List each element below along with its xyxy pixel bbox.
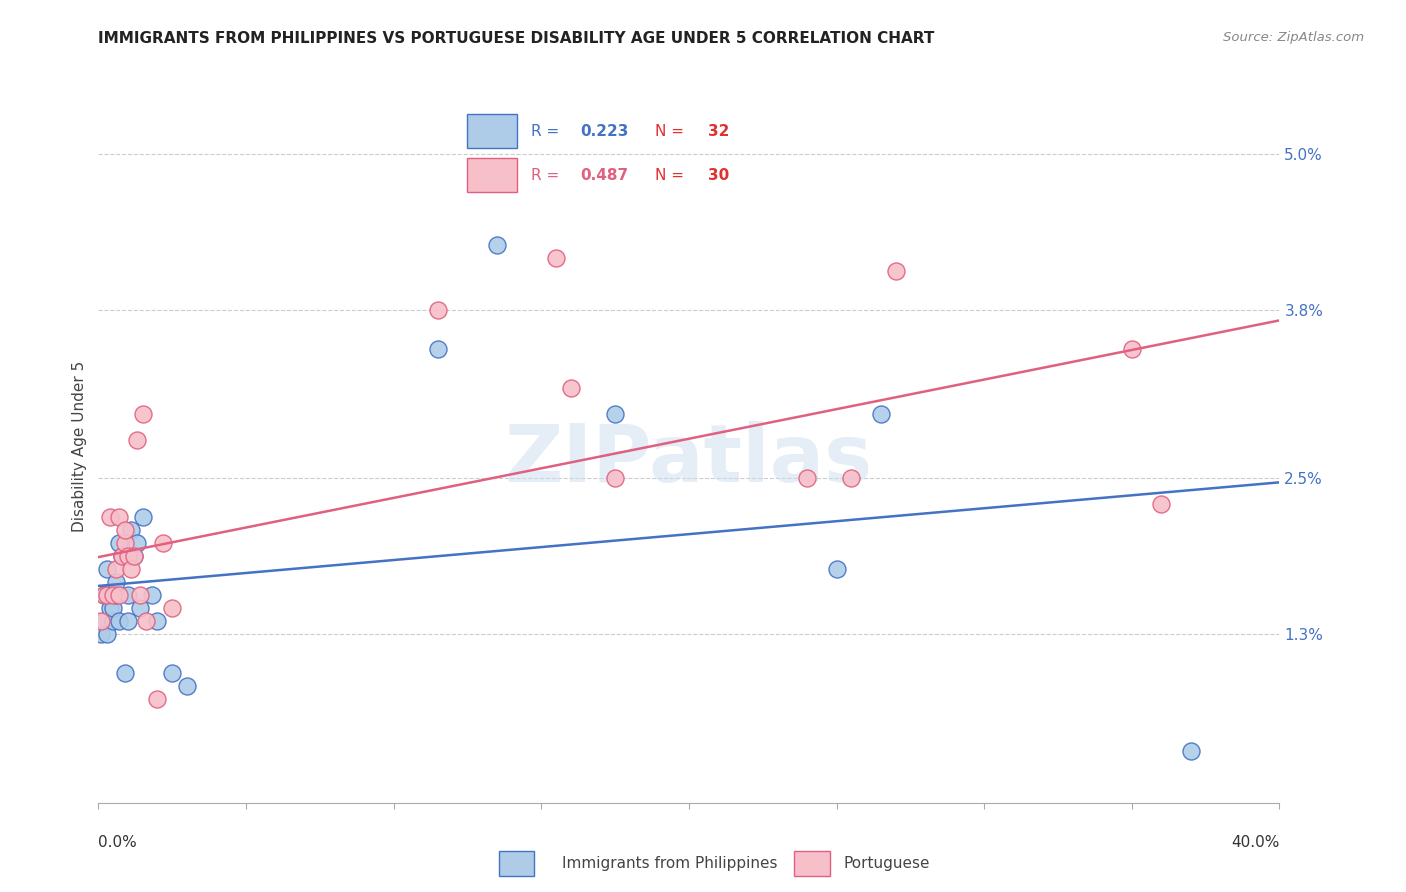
Text: 0.0%: 0.0%	[98, 836, 138, 850]
Point	[146, 692, 169, 706]
Point	[98, 588, 121, 602]
Point	[105, 575, 128, 590]
Point	[1121, 342, 1143, 356]
Point	[96, 588, 118, 602]
Point	[96, 562, 118, 576]
Point	[108, 614, 131, 628]
Point	[162, 666, 183, 681]
Point	[1150, 497, 1173, 511]
Point	[884, 264, 907, 278]
Point	[605, 407, 627, 421]
Point	[103, 614, 125, 628]
Point	[90, 614, 112, 628]
Point	[111, 549, 134, 564]
Point	[132, 510, 155, 524]
Point	[93, 588, 115, 602]
Point	[176, 679, 198, 693]
Point	[152, 536, 174, 550]
Point	[103, 588, 125, 602]
Point	[105, 588, 128, 602]
Point	[544, 251, 567, 265]
Point	[117, 549, 139, 564]
Point	[1180, 744, 1202, 758]
Point	[108, 588, 131, 602]
Point	[114, 666, 136, 681]
Point	[132, 407, 155, 421]
Point	[125, 433, 148, 447]
Point	[125, 536, 148, 550]
Y-axis label: Disability Age Under 5: Disability Age Under 5	[72, 360, 87, 532]
Point	[122, 549, 145, 564]
Point	[427, 302, 450, 317]
Point	[135, 614, 157, 628]
Point	[96, 627, 118, 641]
Point	[105, 562, 128, 576]
Point	[839, 471, 862, 485]
Point	[98, 510, 121, 524]
Point	[122, 549, 145, 564]
Point	[141, 588, 163, 602]
Point	[120, 524, 142, 538]
Text: Immigrants from Philippines: Immigrants from Philippines	[562, 856, 778, 871]
Point	[93, 588, 115, 602]
Point	[93, 614, 115, 628]
Point	[128, 601, 150, 615]
Point	[825, 562, 848, 576]
Point	[162, 601, 183, 615]
Point	[128, 588, 150, 602]
Point	[108, 536, 131, 550]
Point	[111, 549, 134, 564]
Text: Portuguese: Portuguese	[844, 856, 931, 871]
Point	[114, 524, 136, 538]
Point	[114, 536, 136, 550]
Point	[90, 627, 112, 641]
Point	[486, 238, 509, 252]
Text: 40.0%: 40.0%	[1232, 836, 1279, 850]
Point	[146, 614, 169, 628]
Point	[869, 407, 891, 421]
Point	[98, 601, 121, 615]
Text: IMMIGRANTS FROM PHILIPPINES VS PORTUGUESE DISABILITY AGE UNDER 5 CORRELATION CHA: IMMIGRANTS FROM PHILIPPINES VS PORTUGUES…	[98, 31, 935, 46]
Point	[117, 588, 139, 602]
Point	[427, 342, 450, 356]
Point	[560, 381, 582, 395]
Point	[796, 471, 818, 485]
Point	[605, 471, 627, 485]
Text: Source: ZipAtlas.com: Source: ZipAtlas.com	[1223, 31, 1364, 45]
Point	[103, 601, 125, 615]
Point	[108, 510, 131, 524]
Point	[117, 614, 139, 628]
Text: ZIPatlas: ZIPatlas	[505, 421, 873, 500]
Point	[120, 562, 142, 576]
